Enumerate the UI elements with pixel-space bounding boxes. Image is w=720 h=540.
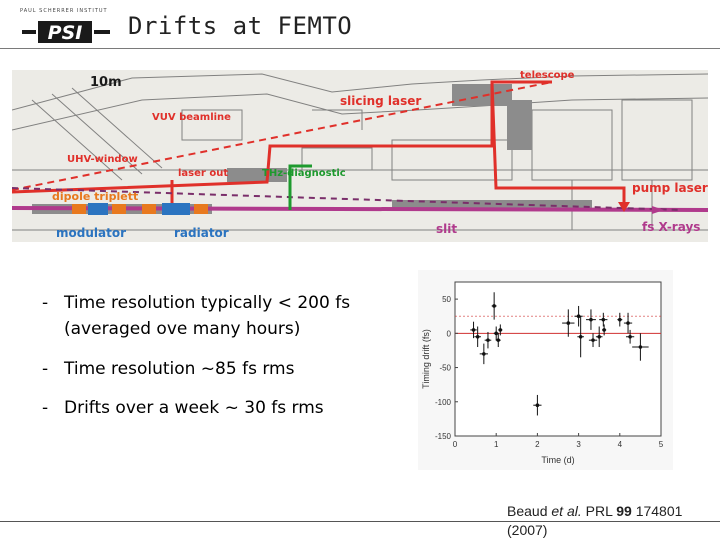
point-marker (535, 403, 540, 407)
citation: Beaud et al. PRL 99 174801 (2007) (507, 502, 717, 540)
point-marker (482, 352, 486, 356)
bullet-text: Time resolution ~85 fs rms (64, 359, 295, 379)
x-axis-label: Time (d) (541, 455, 574, 465)
footer-divider (0, 521, 720, 522)
data-point (479, 343, 488, 365)
point-marker (475, 334, 480, 339)
point-marker (602, 328, 606, 332)
x-tick-label: 1 (494, 440, 499, 449)
header-divider (0, 48, 720, 49)
fs-xrays-label: fs X-rays (642, 220, 700, 234)
citation-year: (2007) (507, 522, 548, 538)
y-tick-label: -50 (439, 364, 451, 373)
point-marker (578, 334, 583, 339)
radiator-label: radiator (174, 226, 229, 240)
bullet-text: Time resolution typically < 200 fs (64, 293, 351, 313)
data-point (595, 326, 603, 348)
data-point (493, 326, 499, 341)
citation-page: 174801 (631, 503, 683, 519)
point-marker (566, 321, 571, 325)
bullet-dash: - (42, 398, 49, 418)
bullet-text: Drifts over a week ~ 30 fs rms (64, 398, 324, 418)
y-axis-label: Timing drift (fs) (421, 329, 431, 389)
plot-frame (454, 281, 662, 437)
data-point (586, 309, 596, 330)
point-marker (628, 334, 632, 339)
point-marker (597, 334, 601, 339)
data-point (577, 316, 584, 358)
x-tick-label: 0 (453, 440, 458, 449)
bullet-dash: - (42, 293, 49, 313)
point-marker (638, 345, 643, 349)
slicing-laser-label: slicing laser (340, 94, 421, 108)
point-marker (496, 338, 501, 342)
data-point (632, 333, 649, 361)
x-tick-label: 3 (576, 440, 581, 449)
bullet-item: - Time resolution typically < 200 fs (42, 292, 350, 314)
point-marker (626, 321, 630, 325)
data-point (617, 312, 623, 327)
timing-drift-chart: 0 1 2 3 4 5 50 0 -50 -100 -150 Time (d) Timing dr… (418, 270, 673, 470)
x-tick-label: 5 (659, 440, 664, 449)
y-tick-label: -150 (435, 432, 452, 441)
y-tick-label: 0 (447, 329, 452, 338)
data-point (484, 331, 492, 349)
bullet-continuation: (averaged ove many hours) (64, 319, 301, 339)
point-marker (576, 314, 581, 319)
data-point (602, 324, 607, 336)
data-point (533, 394, 542, 416)
point-marker (486, 338, 490, 342)
dipole-triplett-label: dipole triplett (52, 190, 138, 203)
data-point (498, 324, 503, 336)
point-marker (498, 328, 503, 332)
bullet-dash: - (42, 359, 49, 379)
point-marker (618, 317, 622, 322)
logo-letters: PSI (48, 22, 83, 44)
x-tick-label: 4 (618, 440, 623, 449)
page-title: Drifts at FEMTO (128, 12, 353, 40)
data-point (599, 312, 608, 327)
data-point (574, 305, 583, 327)
psi-logo: PAUL SCHERRER INSTITUT PSI (20, 8, 112, 44)
thz-diagnostic-label: THz-diagnostic (262, 168, 346, 179)
data-point (623, 312, 633, 334)
modulator-label: modulator (56, 226, 126, 240)
data-point (625, 329, 635, 344)
data-point (588, 333, 598, 348)
citation-author: Beaud (507, 503, 552, 519)
y-tick-label: -100 (435, 398, 452, 407)
point-marker (601, 317, 606, 322)
data-point (562, 309, 575, 337)
data-point (474, 326, 481, 348)
slit-label: slit (436, 222, 457, 236)
point-marker (471, 328, 476, 332)
y-tick-label: 50 (442, 295, 451, 304)
bullet-item: - Time resolution ~85 fs rms (42, 358, 294, 380)
scale-label: 10m (90, 75, 122, 90)
telescope-label: telescope (520, 70, 575, 81)
pump-laser-label: pump laser (632, 181, 708, 195)
point-marker (494, 331, 498, 336)
data-point (470, 321, 477, 339)
citation-volume: 99 (616, 503, 632, 519)
beamline-diagram: 10m telescope slicing laser VUV beamline… (11, 70, 709, 242)
uhv-window-label: UHV-window (67, 154, 138, 165)
point-marker (589, 317, 593, 322)
point-marker (492, 304, 496, 308)
bullet-item: - Drifts over a week ~ 30 fs rms (42, 397, 324, 419)
citation-etal: et al. (551, 503, 582, 519)
data-point (495, 333, 501, 348)
x-tick-label: 2 (535, 440, 540, 449)
data-point (491, 292, 497, 320)
citation-journal: PRL (581, 503, 617, 519)
point-marker (591, 338, 595, 342)
vuv-beamline-label: VUV beamline (152, 112, 231, 123)
logo-small-text: PAUL SCHERRER INSTITUT (20, 8, 108, 14)
laser-out-label: laser out (178, 168, 228, 179)
